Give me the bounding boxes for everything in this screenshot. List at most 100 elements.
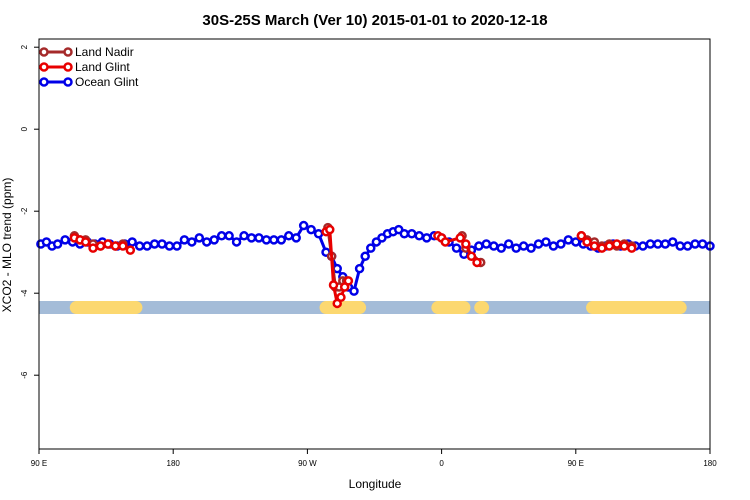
- series-line: [73, 227, 633, 289]
- data-point: [284, 231, 294, 241]
- data-point: [407, 229, 417, 239]
- data-point: [612, 239, 622, 249]
- data-point: [690, 239, 700, 249]
- data-point: [481, 239, 492, 249]
- data-point: [466, 251, 477, 262]
- data-point: [134, 241, 145, 251]
- x-axis-label: Longitude: [349, 477, 402, 491]
- data-point: [343, 276, 354, 286]
- y-tick-label: -4: [20, 289, 29, 297]
- data-point: [440, 237, 451, 247]
- data-point: [261, 235, 272, 245]
- y-axis-label: XCO2 - MLO trend (ppm): [0, 178, 14, 313]
- data-point: [653, 239, 663, 249]
- data-point: [541, 237, 551, 247]
- data-point: [455, 233, 465, 243]
- data-point: [697, 239, 708, 249]
- data-point: [313, 229, 324, 239]
- data-point: [675, 241, 685, 251]
- series-layer: [36, 220, 715, 309]
- legend-marker: [39, 47, 49, 57]
- data-point: [626, 243, 637, 253]
- data-point: [125, 245, 136, 255]
- data-point: [548, 241, 559, 251]
- data-point: [576, 231, 587, 241]
- data-point: [511, 243, 521, 253]
- data-point: [149, 239, 160, 249]
- data-point: [619, 241, 630, 251]
- data-point: [269, 235, 279, 245]
- plot-frame: [38, 38, 711, 450]
- data-point: [556, 239, 566, 249]
- data-point: [563, 235, 574, 245]
- data-point: [209, 235, 219, 245]
- data-point: [360, 251, 370, 262]
- data-point: [52, 239, 63, 249]
- data-point: [187, 237, 197, 247]
- x-tick-label: 180: [167, 459, 181, 468]
- data-point: [325, 224, 335, 235]
- data-point: [60, 235, 70, 245]
- data-point: [518, 241, 529, 251]
- data-point: [103, 239, 113, 249]
- data-point: [349, 286, 359, 296]
- legend-label: Land Nadir: [75, 45, 134, 59]
- data-point: [526, 243, 536, 253]
- data-point: [110, 241, 121, 251]
- data-point: [95, 241, 106, 251]
- legend-marker: [63, 77, 73, 87]
- series-land-glint: [69, 224, 637, 309]
- data-point: [276, 235, 287, 245]
- data-point: [239, 231, 249, 241]
- legend-label: Land Glint: [75, 60, 130, 74]
- data-point: [194, 233, 205, 243]
- data-point: [157, 239, 167, 249]
- data-point: [421, 233, 432, 243]
- series-ocean-glint: [36, 220, 715, 296]
- chart-title: 30S-25S March (Ver 10) 2015-01-01 to 202…: [202, 12, 547, 29]
- data-point: [328, 280, 339, 290]
- data-point: [399, 229, 410, 239]
- data-point: [589, 241, 600, 251]
- y-tick-label: 0: [20, 126, 29, 131]
- x-tick-label: 180: [703, 459, 717, 468]
- data-point: [354, 263, 365, 274]
- data-point: [231, 237, 242, 247]
- axes: 90 E 180 90 W 0 90 E 180 2 0 -2 -4 -6: [20, 44, 717, 468]
- data-point: [224, 231, 234, 241]
- legend-marker: [63, 47, 73, 57]
- data-point: [246, 233, 257, 243]
- data-point: [451, 243, 462, 253]
- data-point: [582, 237, 592, 247]
- data-point: [254, 233, 264, 243]
- data-point: [533, 239, 544, 249]
- legend-marker: [63, 62, 73, 72]
- data-point: [645, 239, 656, 249]
- y-tick-label: -2: [20, 207, 29, 215]
- data-point: [660, 239, 671, 249]
- data-point: [291, 233, 301, 243]
- data-point: [682, 241, 693, 251]
- legend-label: Ocean Glint: [75, 75, 139, 89]
- data-point: [461, 239, 471, 249]
- data-point: [179, 235, 190, 245]
- data-point: [604, 241, 615, 251]
- x-tick-label: 0: [439, 459, 444, 468]
- legend-marker: [39, 62, 49, 72]
- data-point: [88, 243, 98, 253]
- data-point: [127, 237, 137, 247]
- data-point: [306, 224, 316, 235]
- data-point: [414, 231, 424, 241]
- data-point: [216, 231, 227, 241]
- y-tick-label: 2: [20, 44, 29, 49]
- data-point: [638, 241, 648, 251]
- data-point: [202, 237, 212, 247]
- x-tick-label: 90 W: [298, 459, 317, 468]
- x-tick-label: 90 E: [568, 459, 584, 468]
- data-point: [667, 237, 678, 247]
- x-tick-label: 90 E: [31, 459, 47, 468]
- data-point: [489, 241, 499, 251]
- data-point: [164, 241, 175, 251]
